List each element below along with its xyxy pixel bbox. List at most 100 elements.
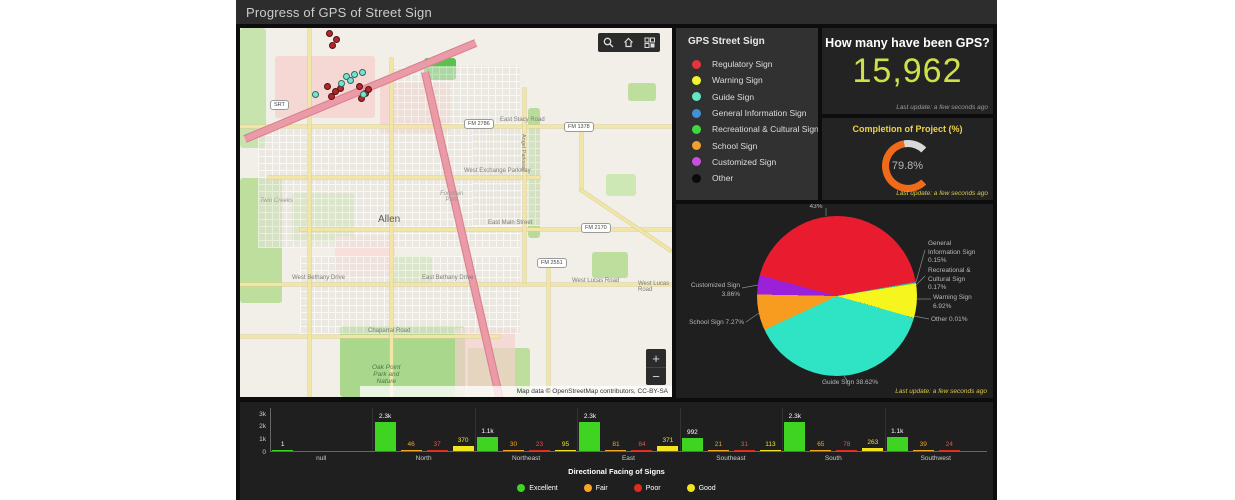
bar-value-label: 2.3k [788, 412, 801, 420]
pie-slice-label: School Sign 7.27% [689, 319, 744, 326]
legend-item[interactable]: Other [676, 170, 818, 186]
bar[interactable] [272, 450, 294, 451]
search-icon[interactable] [603, 37, 614, 48]
map-zoom-control: + − [646, 349, 666, 385]
sign-point[interactable] [324, 83, 331, 90]
legend-item[interactable]: School Sign [676, 137, 818, 153]
legend-swatch-icon [692, 141, 701, 151]
legend-item[interactable]: Recreational & Cultural Sign [676, 121, 818, 137]
bar-plot-area[interactable]: 1 2.3k 46 37 370 1.1k 30 23 95 2.3k 81 84 371 992 21 31… [270, 408, 987, 452]
sign-point[interactable] [312, 91, 319, 98]
map-text-label: West Lucas Road [572, 278, 620, 284]
bar[interactable] [784, 421, 806, 451]
map-text-label: Twin Creeks [260, 198, 293, 204]
map-road [300, 228, 672, 231]
map-road [268, 176, 540, 179]
bar-chart-panel: 3k 2k 1k 0 1 2.3k 46 37 370 1.1k 30 23 95 2.3k 81 84 37… [240, 402, 993, 500]
bar[interactable] [862, 447, 884, 451]
bar-value-label: 2.3k [378, 412, 392, 420]
map-road [579, 188, 672, 253]
sign-point[interactable] [356, 83, 363, 90]
sign-point[interactable] [333, 36, 340, 43]
sign-point[interactable] [347, 77, 354, 84]
legend-item-label: School Sign [712, 140, 758, 151]
sign-point[interactable] [343, 73, 350, 80]
map-panel[interactable]: Twin Creeks Allen Fountain Park Oak Point P… [240, 28, 672, 397]
zoom-out-button[interactable]: − [646, 367, 666, 385]
bar[interactable] [452, 446, 474, 451]
bar[interactable] [477, 437, 499, 451]
bar-category-label: East [621, 455, 635, 462]
map-road [308, 28, 311, 397]
bar[interactable] [555, 449, 577, 451]
bar-value-label: 81 [612, 440, 620, 448]
bar-legend-item[interactable]: Poor [633, 484, 661, 492]
bar[interactable] [400, 450, 422, 451]
bar-value-label: 46 [407, 441, 415, 448]
bar-category-label: North [415, 455, 432, 462]
bar[interactable] [374, 421, 396, 451]
bar-value-label: 65 [817, 441, 825, 448]
bar[interactable] [426, 450, 448, 451]
bar[interactable] [707, 450, 729, 451]
bar[interactable] [938, 450, 960, 451]
legend-item[interactable]: Warning Sign [676, 72, 818, 88]
map-text-label: East Bethany Drive [422, 275, 474, 281]
legend-item-label: Regulatory Sign [712, 59, 773, 70]
bar-legend-item[interactable]: Excellent [517, 484, 558, 492]
home-icon[interactable] [623, 37, 634, 48]
bar[interactable] [605, 449, 627, 451]
bar-legend-label: Poor [645, 484, 661, 492]
bar-ytick-label: 2k [259, 423, 266, 431]
gps-count-title: How many have been GPS? [825, 36, 990, 50]
bar-value-label: 371 [662, 437, 674, 445]
bar[interactable] [681, 438, 703, 451]
pie-slice-label: Other 0.01% [931, 316, 968, 323]
bar-value-label: 24 [945, 441, 953, 448]
legend-item[interactable]: Guide Sign [676, 89, 818, 105]
bar[interactable] [631, 449, 653, 451]
bar[interactable] [733, 450, 755, 451]
bar-value-label: 1.1k [891, 428, 904, 436]
bar-value-label: 1 [280, 441, 285, 448]
bar-value-label: 84 [638, 440, 646, 448]
bar-legend-item[interactable]: Fair [583, 484, 608, 492]
bar-category-label: null [316, 455, 327, 462]
gauge-title: Completion of Project (%) [852, 124, 963, 134]
map-text-label: East Main Street [488, 220, 533, 226]
bar[interactable] [886, 437, 908, 451]
bar[interactable] [529, 450, 551, 451]
bar[interactable] [810, 450, 832, 451]
pie-slice-label: Warning Sign 6.92% [933, 294, 972, 310]
legend-item[interactable]: Customized Sign [676, 154, 818, 170]
legend-item[interactable]: General Information Sign [676, 105, 818, 121]
sign-point[interactable] [360, 91, 367, 98]
bar-legend-label: Fair [595, 484, 608, 492]
legend-item-label: Warning Sign [712, 75, 763, 86]
bar[interactable] [579, 421, 601, 451]
zoom-in-button[interactable]: + [652, 350, 660, 366]
bar[interactable] [912, 450, 934, 451]
bar[interactable] [657, 446, 679, 451]
bar-legend-item[interactable]: Good [686, 484, 716, 492]
bar[interactable] [759, 449, 781, 451]
bar-category-label: Southeast [716, 455, 746, 462]
bar-value-label: 23 [535, 441, 544, 448]
sign-point[interactable] [328, 93, 335, 100]
bar[interactable] [503, 450, 525, 451]
legend-swatch-icon [692, 92, 701, 102]
legend-item[interactable]: Regulatory Sign [676, 56, 818, 72]
completion-gauge: 79.8% [881, 140, 934, 192]
bar-value-label: 37 [433, 441, 441, 448]
sign-point[interactable] [359, 69, 366, 76]
sign-point[interactable] [326, 30, 333, 37]
bar[interactable] [836, 450, 858, 451]
sign-point[interactable] [351, 71, 358, 78]
basemap-grid-icon[interactable] [644, 37, 656, 48]
bar-value-label: 2.3k [583, 412, 597, 420]
sign-point[interactable] [338, 80, 345, 87]
sign-point[interactable] [365, 86, 372, 93]
sign-point[interactable] [329, 42, 336, 49]
pie-chart[interactable] [757, 216, 917, 376]
legend-swatch-icon [692, 157, 701, 167]
